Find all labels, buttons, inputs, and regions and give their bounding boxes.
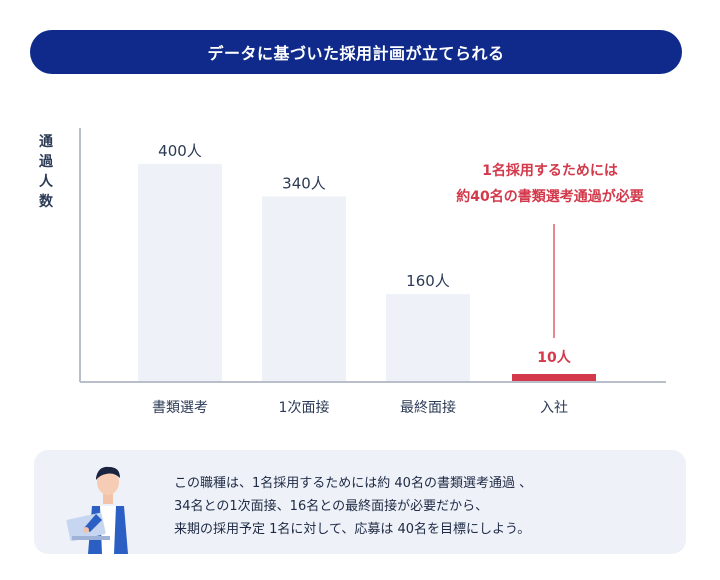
page-title-banner: データに基づいた採用計画が立てられる [30, 30, 682, 74]
bar [138, 163, 222, 381]
note-line-1: この職種は、1名採用するためには約 40名の書類選考通過 、 [174, 476, 533, 491]
summary-note-box: この職種は、1名採用するためには約 40名の書類選考通過 、 34名との1次面接… [34, 450, 686, 554]
person-with-laptop-icon [66, 466, 128, 554]
y-axis-label: 通 過 人 数 [36, 132, 56, 212]
y-axis-label-char: 通 [39, 134, 53, 150]
bar [262, 196, 346, 381]
y-axis-label-char: 人 [39, 174, 53, 190]
page-title: データに基づいた採用計画が立てられる [207, 44, 505, 63]
x-tick-label: 1次面接 [279, 399, 330, 416]
bar [512, 374, 596, 381]
y-axis-label-char: 過 [39, 154, 53, 170]
bar-data-label: 340人 [282, 174, 326, 192]
bar-data-label: 400人 [158, 142, 202, 160]
x-tick-label: 最終面接 [400, 399, 456, 416]
x-tick-label: 入社 [540, 400, 568, 416]
note-line-3: 来期の採用予定 1名に対して、応募は 40名を目標にしよう。 [174, 522, 531, 537]
note-line-2: 34名との1次面接、16名との最終面接が必要だから、 [174, 499, 489, 514]
x-tick-label: 書類選考 [152, 400, 208, 416]
bar-data-label: 10人 [537, 349, 571, 366]
y-axis-label-char: 数 [39, 194, 53, 210]
chart-callout: 1名採用するためには 約40名の書類選考通過が必要 [420, 158, 680, 210]
bar-data-label: 160人 [406, 272, 450, 290]
callout-line-1: 1名採用するためには [482, 163, 618, 179]
callout-line-2: 約40名の書類選考通過が必要 [456, 189, 644, 205]
summary-note-text: この職種は、1名採用するためには約 40名の書類選考通過 、 34名との1次面接… [174, 472, 674, 541]
bar [386, 294, 470, 381]
